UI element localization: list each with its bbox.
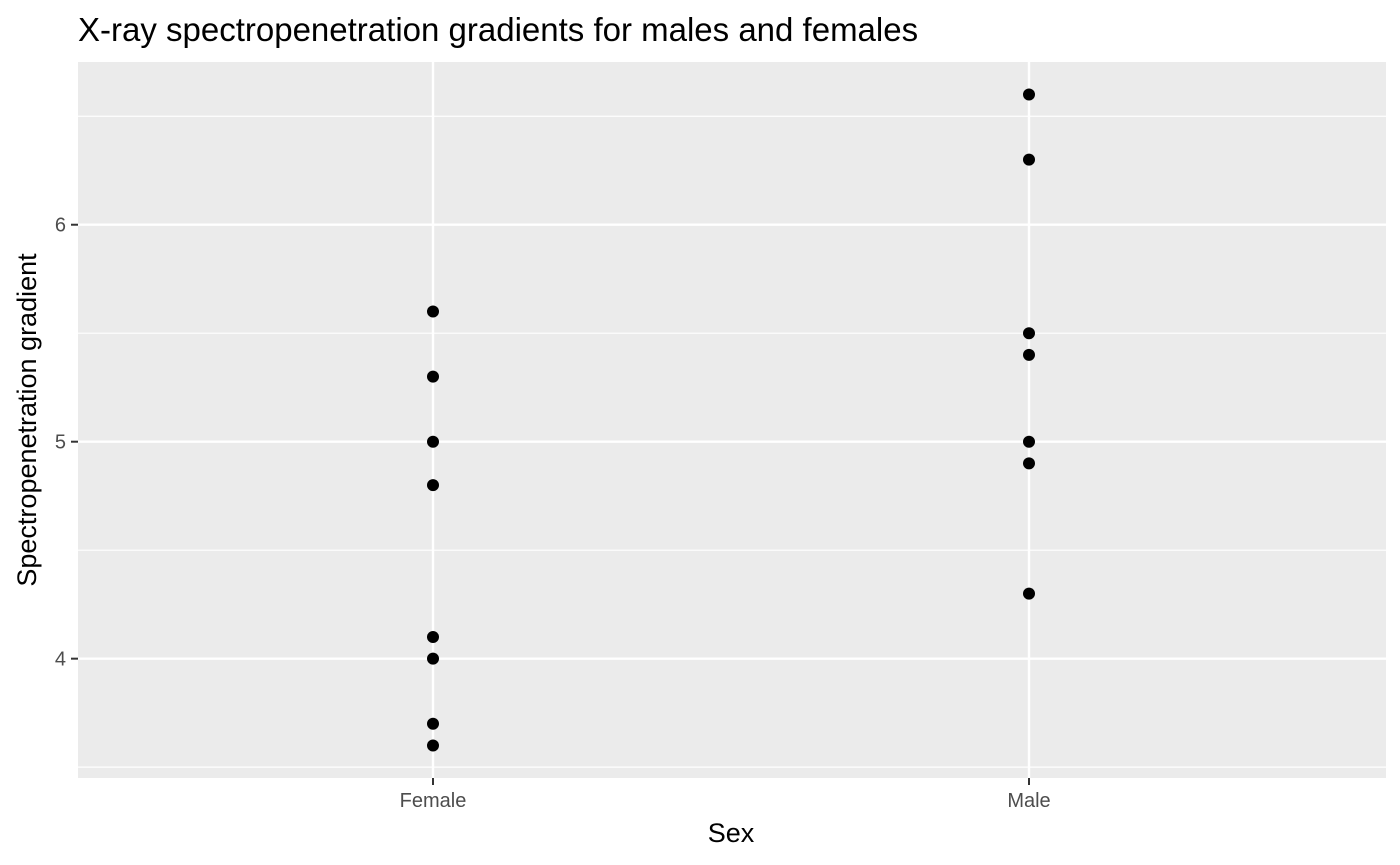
data-point xyxy=(427,717,439,730)
data-point xyxy=(427,630,439,643)
minor-gridlines xyxy=(78,115,1386,768)
data-point xyxy=(427,652,439,665)
data-point xyxy=(427,739,439,752)
data-point xyxy=(1023,327,1035,340)
data-point xyxy=(1023,348,1035,361)
data-point xyxy=(427,479,439,492)
data-point xyxy=(427,370,439,383)
x-tick-label: Female xyxy=(400,790,467,812)
data-point xyxy=(427,435,439,448)
data-points xyxy=(427,88,1035,752)
y-tick-label: 5 xyxy=(55,432,66,454)
data-point xyxy=(1023,88,1035,101)
y-axis-title: Spectropenetration gradient xyxy=(12,253,42,587)
plot-panel xyxy=(78,62,1386,778)
y-tick-label: 6 xyxy=(55,215,66,237)
x-axis-ticks: Female Male xyxy=(400,778,1051,812)
x-tick-label: Male xyxy=(1007,790,1050,812)
data-point xyxy=(1023,587,1035,600)
data-point xyxy=(1023,153,1035,166)
y-tick-label: 4 xyxy=(55,649,66,671)
data-point xyxy=(427,305,439,318)
data-point xyxy=(1023,435,1035,448)
y-axis-ticks: 4 5 6 xyxy=(55,215,78,671)
x-axis-title: Sex xyxy=(708,818,755,848)
data-point xyxy=(1023,457,1035,470)
chart-title: X-ray spectropenetration gradients for m… xyxy=(78,11,918,48)
major-gridlines xyxy=(78,62,1386,778)
